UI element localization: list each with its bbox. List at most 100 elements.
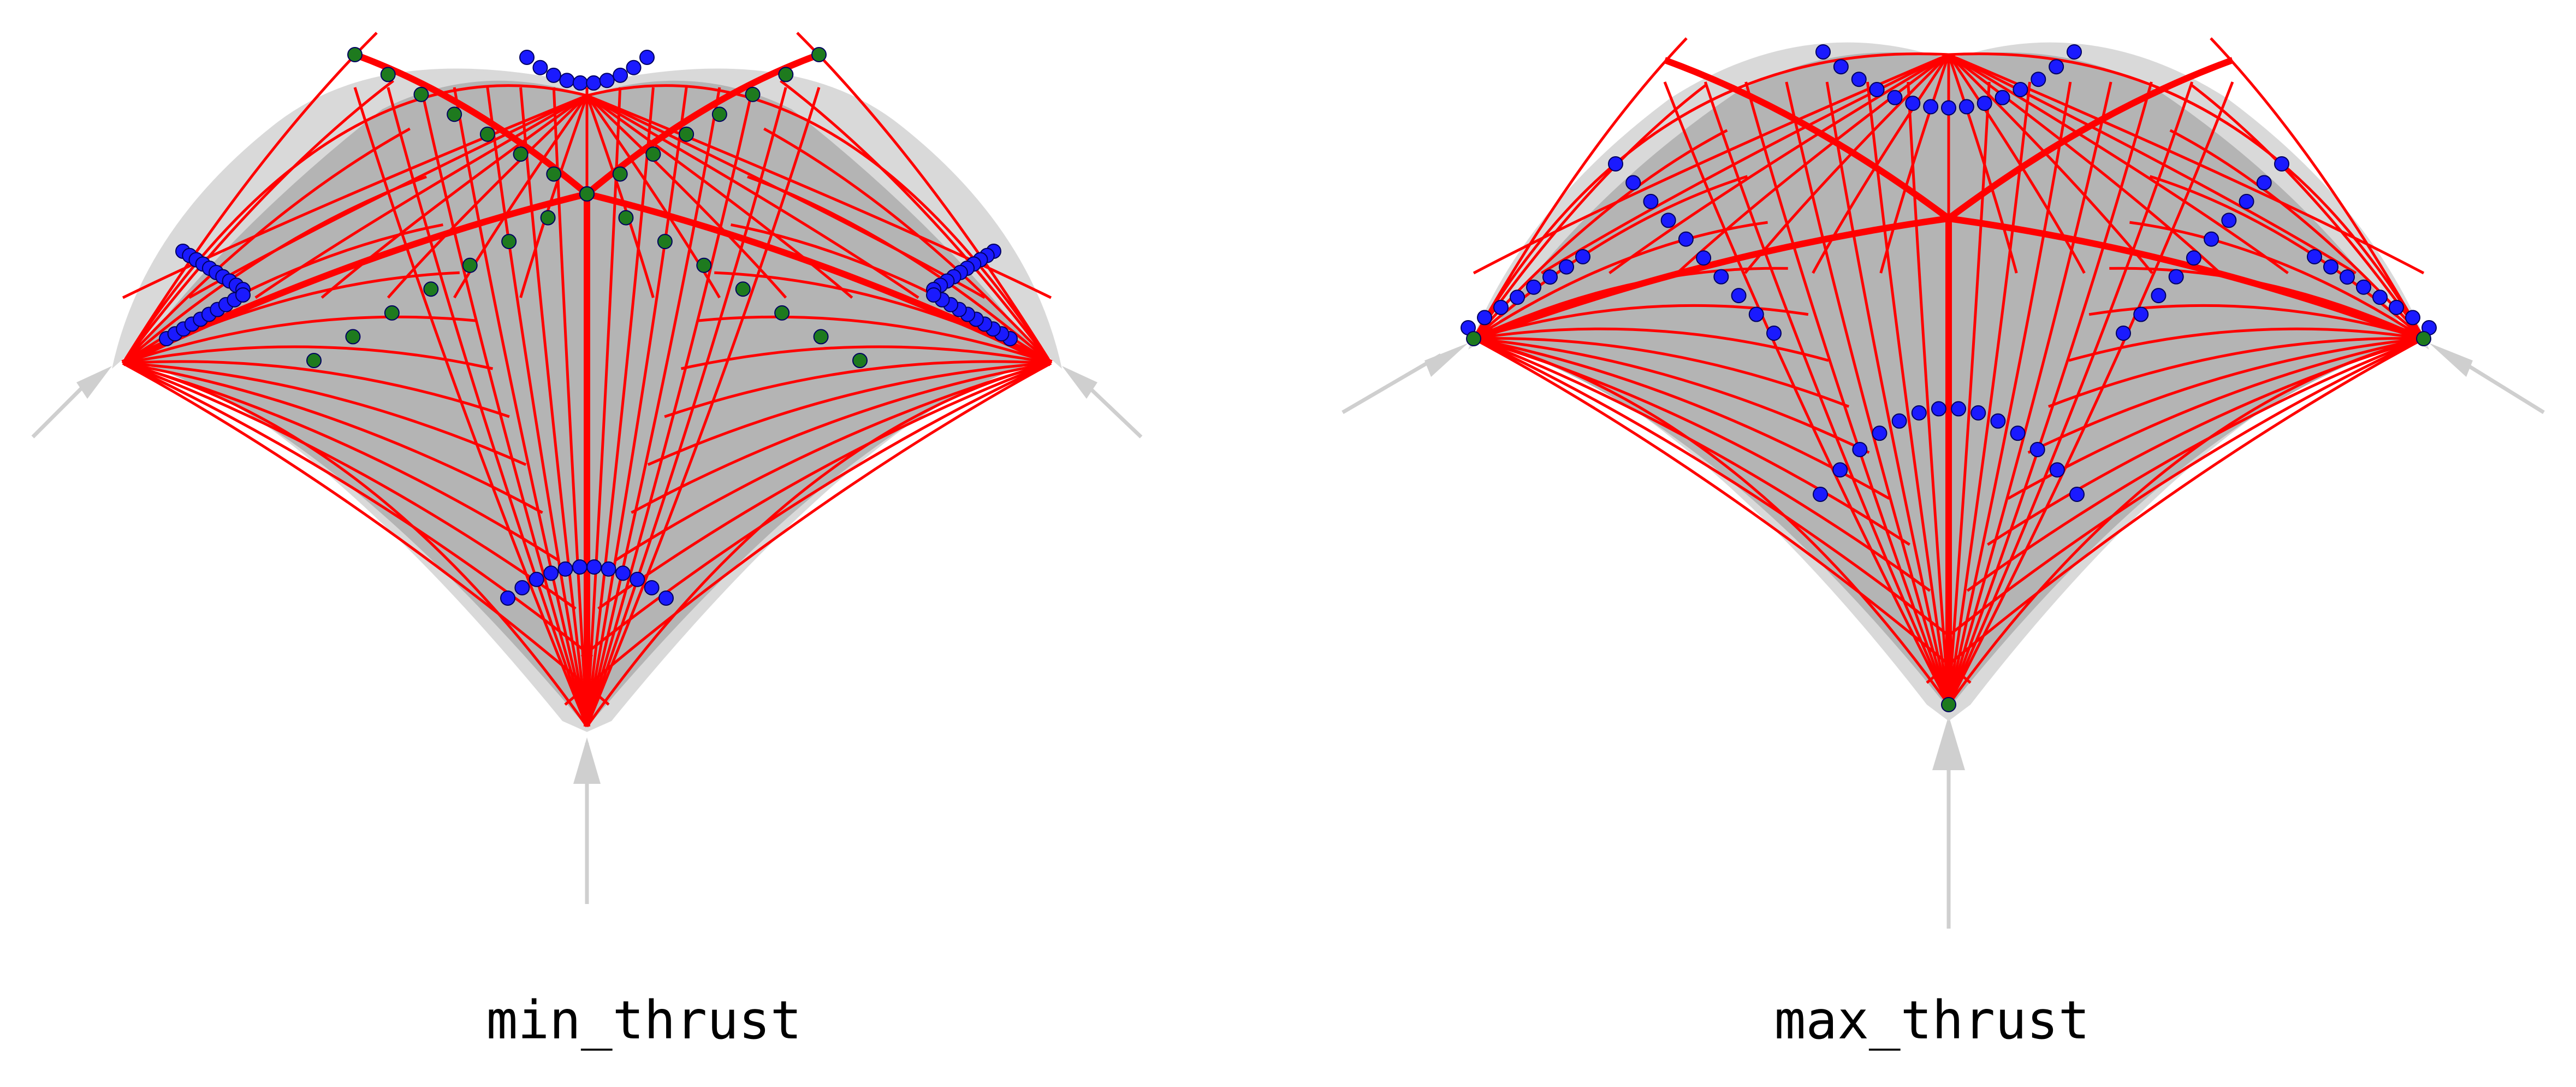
support-cone	[1932, 716, 1965, 770]
node-green	[657, 234, 673, 250]
node-green	[546, 166, 562, 182]
node-blue	[586, 75, 602, 91]
node-blue	[2069, 487, 2085, 502]
node-blue	[532, 60, 548, 75]
node-blue	[658, 590, 674, 606]
node-blue	[2323, 259, 2338, 275]
node-blue	[1660, 212, 1676, 228]
node-blue	[2372, 290, 2388, 305]
node-blue	[1931, 401, 1946, 417]
node-blue	[519, 50, 535, 65]
force-line-right	[2007, 337, 2424, 500]
panel-label: max_thrust	[1774, 990, 2090, 1051]
support-rod	[1342, 353, 1442, 415]
node-blue	[1696, 250, 1712, 266]
force-line-front	[419, 87, 589, 727]
force-line-back	[586, 94, 853, 299]
node-blue	[543, 565, 559, 581]
node-blue	[1713, 269, 1729, 285]
node-blue	[1951, 401, 1967, 417]
node-blue	[639, 50, 655, 65]
force-line-right	[564, 362, 1052, 706]
force-line-front	[353, 87, 589, 727]
force-line-back	[1948, 54, 2153, 274]
force-line-front	[585, 87, 821, 727]
node-green	[579, 186, 595, 202]
node-blue	[559, 73, 575, 88]
node-blue	[1905, 96, 1921, 111]
node-blue	[1510, 290, 1525, 305]
node-blue	[1923, 99, 1939, 115]
node-blue	[2116, 326, 2131, 341]
node-green	[2416, 331, 2431, 346]
force-line-right	[597, 362, 1052, 610]
force-line-left	[121, 32, 378, 364]
force-line-right	[697, 315, 1052, 365]
support-rod	[1082, 381, 1143, 439]
groin-rib	[1946, 57, 2234, 221]
force-line-back	[1879, 54, 1950, 274]
node-blue	[1911, 405, 1927, 421]
force-line-left	[122, 345, 494, 370]
node-blue	[613, 67, 628, 83]
node-blue	[1731, 288, 1747, 304]
node-blue	[1851, 72, 1867, 87]
force-line-left	[1473, 175, 1748, 340]
node-blue	[2151, 288, 2167, 304]
node-blue	[2186, 250, 2201, 266]
force-line-right	[763, 127, 1052, 364]
node-blue	[572, 75, 588, 91]
vault-diagram-min-thrust	[31, 32, 1143, 904]
node-green	[778, 67, 794, 82]
force-line-back	[585, 94, 721, 299]
node-blue	[1608, 156, 1623, 172]
node-blue	[615, 565, 631, 581]
node-blue	[1995, 90, 2010, 105]
force-line-front	[486, 87, 589, 727]
node-green	[1941, 697, 1956, 712]
node-blue	[1542, 269, 1558, 285]
boundary-arc	[1948, 52, 2425, 340]
force-line-left	[1473, 129, 1728, 340]
force-line-left	[122, 362, 577, 610]
force-line-left	[122, 362, 527, 466]
node-blue	[2239, 193, 2254, 209]
force-line-right	[2047, 337, 2424, 408]
force-line-right	[1926, 337, 2425, 684]
node-blue	[2049, 462, 2065, 478]
vault-diagram-max-thrust	[1342, 37, 2545, 929]
node-green	[380, 67, 396, 82]
node-green	[306, 353, 322, 368]
node-green	[345, 329, 361, 345]
node-green	[618, 210, 634, 226]
force-line-back	[1473, 53, 1949, 275]
boundary-arc	[585, 362, 1052, 728]
panel-max-thrust: max_thrust	[1288, 0, 2576, 1087]
force-line-left	[122, 360, 510, 418]
node-green	[462, 257, 478, 273]
force-line-back	[1744, 54, 1950, 274]
force-line-back	[1948, 53, 2221, 274]
force-line-right	[2149, 175, 2425, 340]
force-line-left	[122, 315, 477, 365]
panel-label: min_thrust	[486, 990, 802, 1051]
force-line-left	[1473, 337, 1951, 638]
node-blue	[557, 561, 573, 577]
force-line-left	[122, 127, 411, 364]
force-line-right	[1946, 337, 2425, 638]
node-green	[774, 305, 790, 321]
node-blue	[514, 580, 530, 595]
node-blue	[1958, 99, 1974, 115]
force-line-back	[1947, 54, 2086, 274]
force-line-right	[796, 32, 1053, 364]
node-green	[384, 305, 400, 321]
node-green	[813, 329, 829, 345]
force-line-right	[2027, 337, 2424, 454]
force-line-back	[586, 94, 919, 299]
node-blue	[1887, 90, 1903, 105]
node-blue	[2013, 82, 2028, 98]
node-green	[513, 146, 529, 162]
node-blue	[1575, 249, 1590, 264]
force-line-front	[585, 87, 721, 727]
force-line-back	[1948, 53, 2425, 275]
